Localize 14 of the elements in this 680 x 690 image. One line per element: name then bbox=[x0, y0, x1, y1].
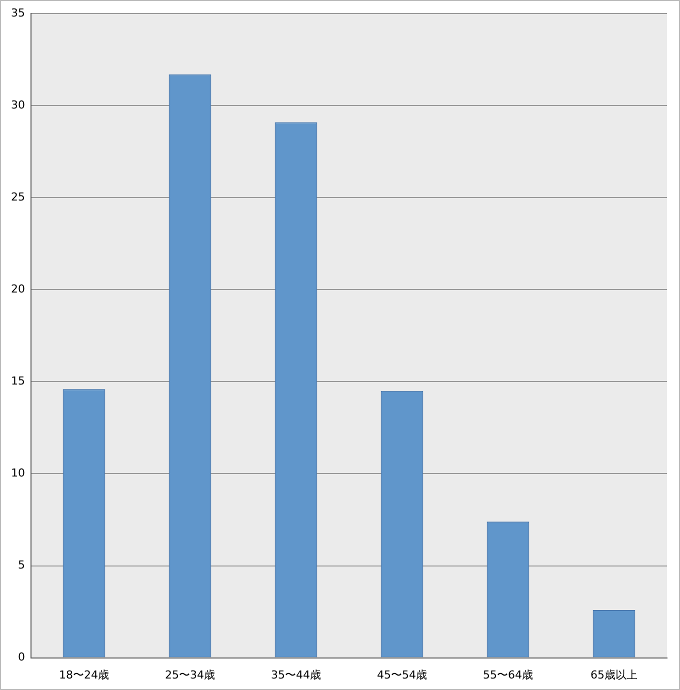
x-tick-label: 65歳以上 bbox=[590, 668, 638, 682]
y-tick-label: 0 bbox=[18, 650, 25, 664]
y-tick-label: 20 bbox=[10, 282, 25, 296]
x-tick-label: 55〜64歳 bbox=[483, 668, 533, 682]
y-tick-label: 5 bbox=[18, 558, 25, 572]
x-tick-label: 35〜44歳 bbox=[271, 668, 321, 682]
y-tick-label: 25 bbox=[10, 190, 25, 204]
y-tick-label: 10 bbox=[10, 466, 25, 480]
y-tick-label: 30 bbox=[10, 98, 25, 112]
x-tick-label: 45〜54歳 bbox=[377, 668, 427, 682]
x-tick-label: 18〜24歳 bbox=[58, 668, 109, 682]
y-tick-label: 35 bbox=[10, 6, 25, 20]
y-tick-label: 15 bbox=[10, 374, 25, 388]
x-tick-label: 25〜34歳 bbox=[165, 668, 215, 682]
